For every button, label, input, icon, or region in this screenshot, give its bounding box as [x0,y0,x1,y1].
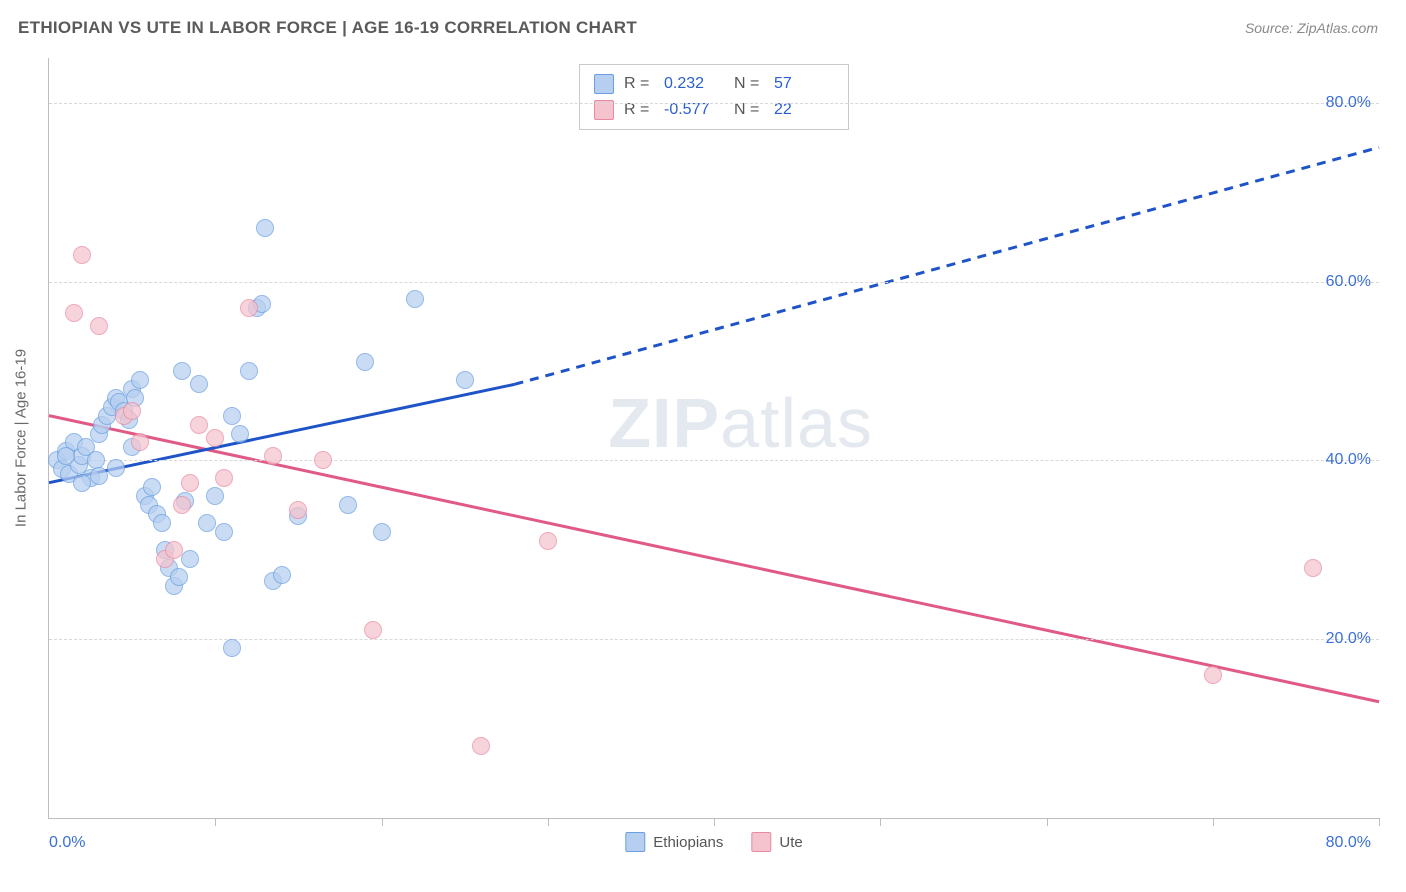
legend-n-value: 57 [774,71,834,97]
data-point [57,447,75,465]
legend-r-value: -0.577 [664,97,724,123]
data-point [472,737,490,755]
y-tick-label: 60.0% [1326,273,1371,291]
data-point [107,459,125,477]
data-point [190,416,208,434]
legend-row: R = -0.577 N = 22 [594,97,834,123]
x-tick [215,818,216,826]
data-point [215,469,233,487]
legend-swatch [594,74,614,94]
data-point [73,246,91,264]
data-point [206,487,224,505]
y-tick-label: 40.0% [1326,451,1371,469]
gridline-h [49,103,1379,104]
data-point [289,501,307,519]
data-point [1304,559,1322,577]
data-point [406,290,424,308]
legend-n-label: N = [734,71,764,97]
data-point [90,317,108,335]
x-axis-min-label: 0.0% [49,834,85,852]
data-point [264,447,282,465]
legend-r-label: R = [624,97,654,123]
data-point [240,299,258,317]
data-point [314,451,332,469]
data-point [206,429,224,447]
data-point [215,523,233,541]
data-point [170,568,188,586]
source-prefix: Source: [1245,20,1297,36]
gridline-h [49,282,1379,283]
legend-n-value: 22 [774,97,834,123]
trend-line [515,147,1380,384]
y-axis-label: In Labor Force | Age 16-19 [13,349,30,527]
data-point [165,541,183,559]
gridline-h [49,639,1379,640]
legend-item-ute: Ute [751,832,802,852]
y-tick-label: 80.0% [1326,94,1371,112]
data-point [131,371,149,389]
x-tick [714,818,715,826]
data-point [539,532,557,550]
chart-source: Source: ZipAtlas.com [1245,20,1378,36]
chart-header: ETHIOPIAN VS UTE IN LABOR FORCE | AGE 16… [0,0,1406,48]
data-point [231,425,249,443]
source-name: ZipAtlas.com [1297,20,1378,36]
y-tick-label: 20.0% [1326,630,1371,648]
data-point [181,474,199,492]
data-point [198,514,216,532]
data-point [1204,666,1222,684]
data-point [173,496,191,514]
x-tick [1047,818,1048,826]
chart-title: ETHIOPIAN VS UTE IN LABOR FORCE | AGE 16… [18,18,637,38]
x-tick [1379,818,1380,826]
legend-r-label: R = [624,71,654,97]
x-tick [548,818,549,826]
data-point [87,451,105,469]
gridline-h [49,460,1379,461]
legend-swatch [625,832,645,852]
data-point [240,362,258,380]
data-point [356,353,374,371]
data-point [456,371,474,389]
legend-label: Ute [779,834,802,851]
x-tick [382,818,383,826]
data-point [256,219,274,237]
trend-lines-svg [49,58,1379,818]
data-point [223,407,241,425]
legend-swatch [751,832,771,852]
x-axis-max-label: 80.0% [1326,834,1371,852]
x-tick [1213,818,1214,826]
legend-label: Ethiopians [653,834,723,851]
data-point [373,523,391,541]
legend-series: Ethiopians Ute [625,832,802,852]
data-point [73,474,91,492]
legend-correlation: R = 0.232 N = 57 R = -0.577 N = 22 [579,64,849,130]
scatter-chart: In Labor Force | Age 16-19 0.0% 80.0% ZI… [48,58,1379,819]
legend-n-label: N = [734,97,764,123]
data-point [173,362,191,380]
data-point [181,550,199,568]
data-point [123,402,141,420]
data-point [131,433,149,451]
data-point [153,514,171,532]
data-point [143,478,161,496]
data-point [339,496,357,514]
data-point [364,621,382,639]
legend-item-ethiopians: Ethiopians [625,832,723,852]
legend-r-value: 0.232 [664,71,724,97]
data-point [190,375,208,393]
trend-line [49,416,1379,702]
data-point [223,639,241,657]
data-point [90,467,108,485]
legend-row: R = 0.232 N = 57 [594,71,834,97]
x-tick [880,818,881,826]
data-point [273,566,291,584]
data-point [65,304,83,322]
